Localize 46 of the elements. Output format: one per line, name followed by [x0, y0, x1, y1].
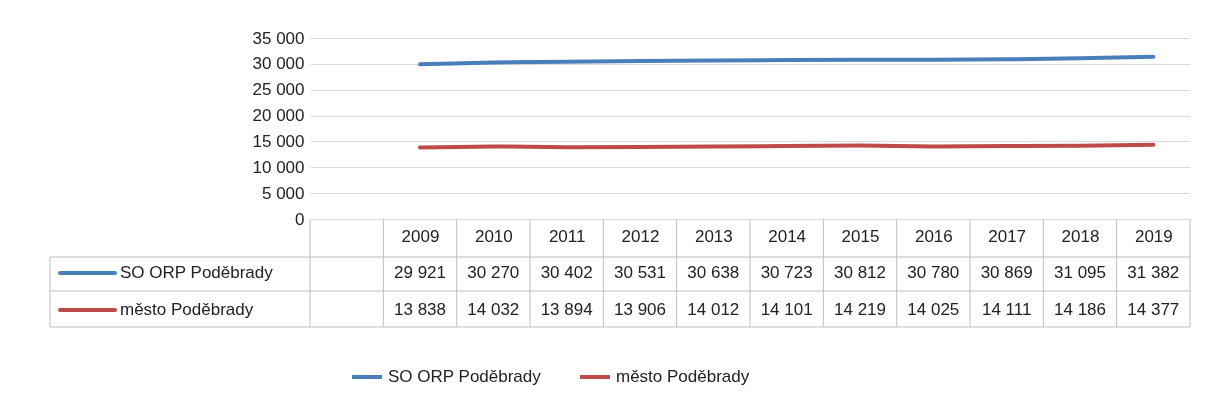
x-tick-label: 2014	[768, 226, 807, 246]
data-label: 30 812	[834, 263, 886, 282]
data-label: 14 377	[1127, 300, 1180, 319]
text: město Poděbrady	[120, 300, 254, 319]
data-label: 30 270	[467, 263, 520, 282]
data-label: 14 101	[760, 300, 813, 319]
x-tick-label: 2016	[914, 226, 953, 246]
x-tick-label: 2018	[1061, 226, 1100, 246]
y-tick-label: 0	[295, 209, 305, 229]
data-label: 30 402	[540, 263, 593, 282]
data-label: 14 111	[981, 300, 1032, 319]
x-tick-label: 2009	[401, 226, 440, 246]
x-tick-label: 2013	[694, 226, 733, 246]
data-label: 14 219	[834, 300, 886, 319]
y-tick-label: 20 000	[252, 106, 305, 126]
x-tick-label: 2012	[621, 226, 660, 246]
x-tick-label: 2010	[474, 226, 513, 246]
x-tick-label: 2017	[988, 226, 1027, 246]
legend-label: SO ORP Poděbrady	[120, 263, 274, 282]
y-tick-label: 5 000	[261, 183, 305, 203]
text: SO ORP Poděbrady	[388, 367, 541, 386]
data-label: 30 638	[687, 263, 740, 282]
y-tick-label: 15 000	[252, 131, 305, 151]
x-tick-label: 2015	[841, 226, 880, 246]
legend-label: město Poděbrady	[616, 367, 750, 386]
data-label: 13 894	[540, 300, 593, 319]
x-tick-label: 2011	[548, 226, 586, 246]
data-label: 30 723	[760, 263, 813, 282]
y-tick-label: 35 000	[252, 28, 305, 48]
y-tick-label: 30 000	[252, 54, 305, 74]
data-label: 29 921	[394, 263, 446, 282]
data-label: 30 869	[980, 263, 1033, 282]
data-label: 14 025	[907, 300, 960, 319]
data-label: 13 838	[394, 300, 446, 319]
y-tick-label: 10 000	[252, 157, 305, 177]
data-label: 14 032	[467, 300, 520, 319]
data-label: 30 531	[614, 263, 666, 282]
x-tick-label: 2019	[1134, 226, 1173, 246]
line-series	[418, 54, 1156, 67]
data-label: 31 382	[1127, 263, 1180, 282]
data-label: 30 780	[907, 263, 960, 282]
data-label: 31 095	[1054, 263, 1106, 282]
data-label: 14 012	[687, 300, 740, 319]
data-label: 14 186	[1054, 300, 1106, 319]
y-tick-label: 25 000	[252, 80, 305, 100]
data-label: 13 906	[614, 300, 666, 319]
